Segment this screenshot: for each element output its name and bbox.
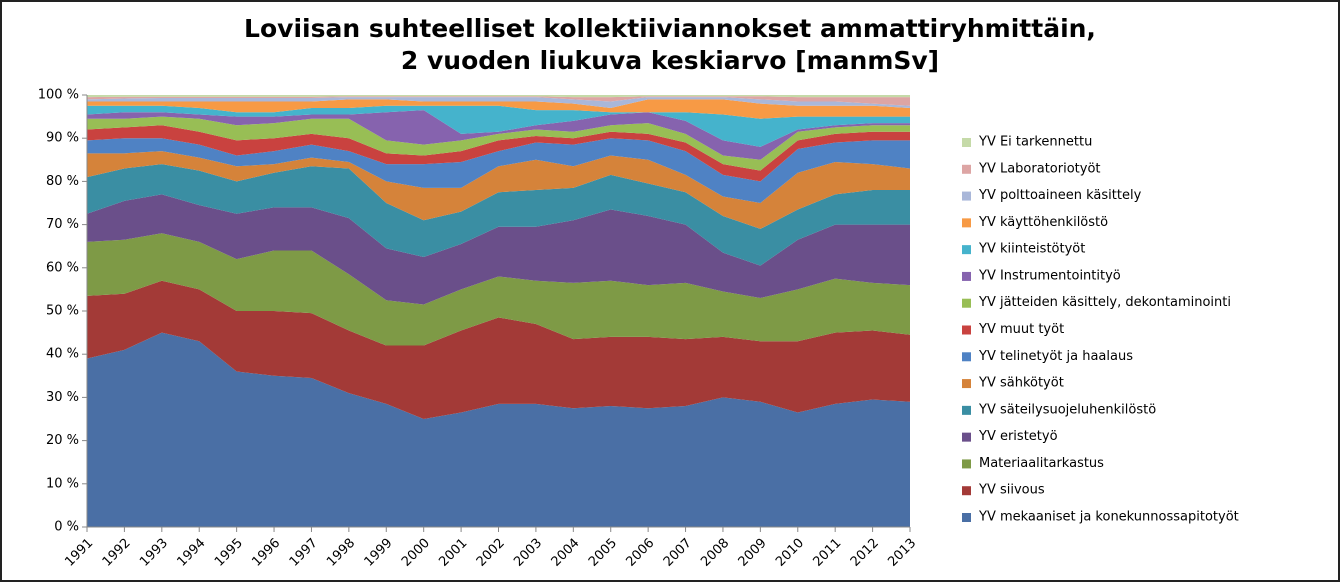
legend-label: YV polttoaineen käsittely — [978, 188, 1142, 203]
legend-swatch — [962, 513, 971, 522]
legend-swatch — [962, 325, 971, 335]
area — [87, 97, 910, 108]
legend-swatch — [962, 379, 971, 389]
area — [87, 110, 910, 160]
y-tick-label: 0 % — [54, 520, 79, 535]
y-tick-label: 40 % — [46, 347, 79, 362]
area — [87, 332, 910, 527]
legend-swatch — [962, 486, 971, 496]
legend-label: YV telinetyöt ja haalaus — [978, 349, 1133, 364]
legend-label: YV Laboratoriotyöt — [978, 161, 1101, 176]
legend-swatch — [962, 245, 971, 255]
legend-label: YV eristetyö — [978, 429, 1058, 444]
y-tick-label: 90 % — [46, 131, 79, 146]
legend-swatch — [962, 191, 971, 201]
legend-label: YV Ei tarkennettu — [978, 135, 1092, 150]
area — [87, 95, 910, 98]
y-tick-label: 60 % — [46, 260, 79, 275]
area — [87, 125, 910, 182]
area — [87, 116, 910, 171]
area — [87, 164, 910, 266]
chart-title: Loviisan suhteelliset kollektiiviannokse… — [244, 14, 1096, 43]
legend-label: YV säteilysuojeluhenkilöstö — [978, 402, 1156, 417]
legend-swatch — [962, 271, 971, 281]
area — [87, 280, 910, 419]
legend-label: YV mekaaniset ja konekunnossapitotyöt — [978, 510, 1239, 525]
legend-swatch — [962, 459, 971, 469]
legend-swatch — [962, 164, 971, 174]
legend-label: Materiaalitarkastus — [979, 456, 1104, 471]
legend-label: YV Instrumentointityö — [978, 268, 1121, 283]
legend-label: YV siivous — [978, 483, 1045, 498]
legend-swatch — [962, 298, 971, 308]
legend-label: YV muut työt — [978, 322, 1064, 337]
y-tick-label: 30 % — [46, 390, 79, 405]
legend-label: YV käyttöhenkilöstö — [978, 215, 1108, 230]
area — [87, 233, 910, 346]
area — [87, 96, 910, 106]
area — [87, 151, 910, 229]
area — [87, 194, 910, 305]
y-tick-label: 70 % — [46, 217, 79, 232]
y-tick-label: 20 % — [46, 433, 79, 448]
area — [87, 138, 910, 203]
legend-swatch — [962, 432, 971, 442]
legend-label: YV jätteiden käsittely, dekontaminointi — [978, 295, 1231, 310]
legend-swatch — [962, 218, 971, 228]
legend-swatch — [962, 352, 971, 362]
area — [87, 99, 910, 119]
area — [87, 105, 910, 147]
chart-title: 2 vuoden liukuva keskiarvo [manmSv] — [401, 46, 939, 75]
y-tick-label: 10 % — [46, 476, 79, 491]
legend-label: YV kiinteistötyöt — [978, 242, 1085, 257]
legend-swatch — [962, 405, 971, 415]
legend-label: YV sähkötyöt — [978, 376, 1064, 391]
legend-swatch — [962, 138, 971, 147]
y-tick-label: 50 % — [46, 304, 79, 319]
y-tick-label: 100 % — [38, 88, 79, 103]
y-tick-label: 80 % — [46, 174, 79, 189]
